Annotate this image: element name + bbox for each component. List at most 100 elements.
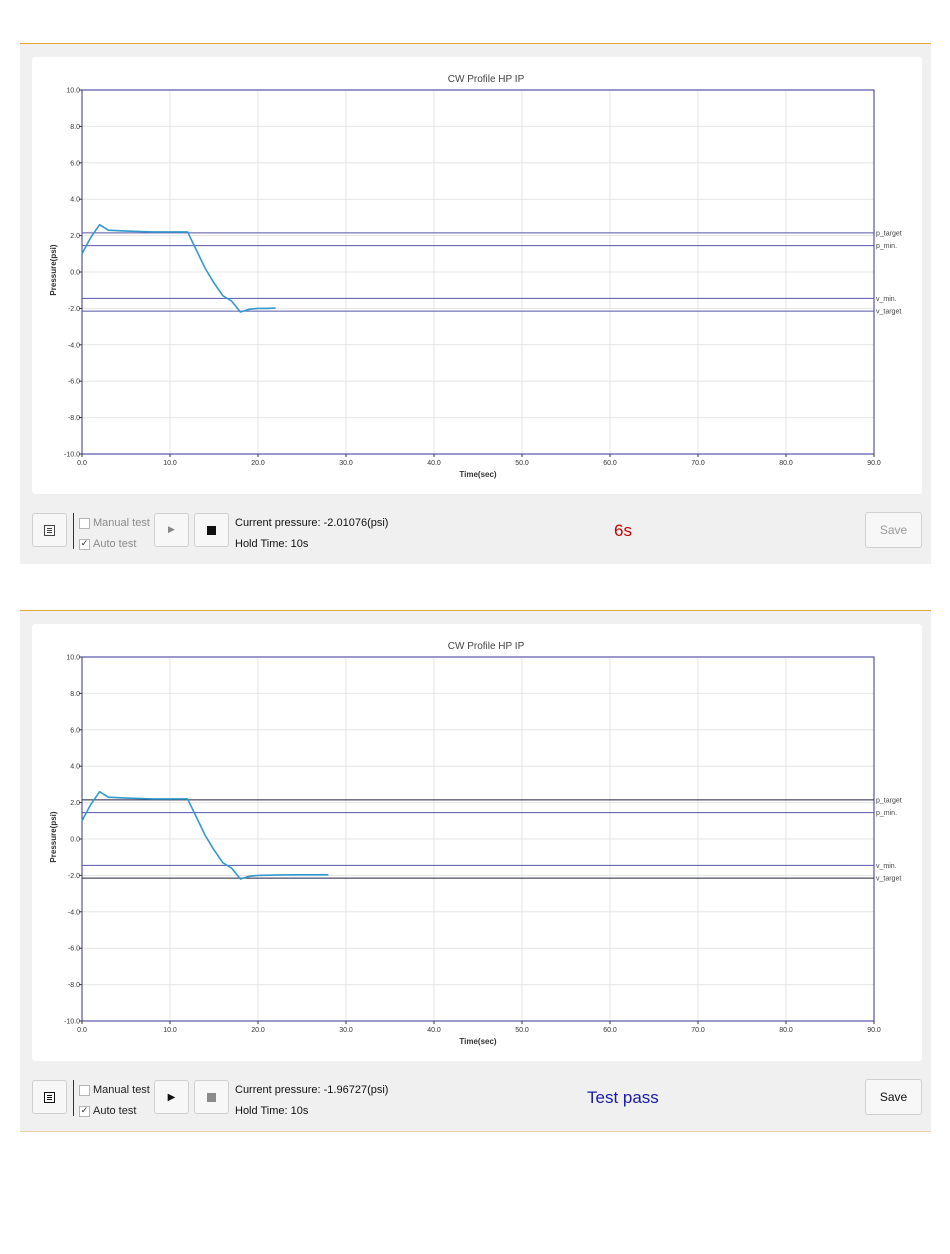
auto-test-option[interactable]: ✓ Auto test (79, 1105, 136, 1117)
auto-test-label: Auto test (93, 1105, 137, 1117)
y-tick-label: 8.0 (70, 124, 80, 131)
pressure-chart: 0.0 10.0 20.0 30.0 40.0 50.0 60.0 70.0 80.0 90.0 1… (49, 74, 902, 479)
x-tick-label: 80.0 (779, 1027, 793, 1034)
hold-time-text: Hold Time: 10s (235, 1105, 309, 1117)
hold-time-text: Hold Time: 10s (235, 538, 309, 550)
x-tick-label: 0.0 (77, 460, 87, 467)
x-tick-label: 30.0 (339, 460, 353, 467)
x-tick-label: 20.0 (251, 1027, 265, 1034)
save-button[interactable]: Save (865, 512, 922, 548)
chart-title: CW Profile HP IP (448, 74, 525, 85)
test-toolbar: Manual test ✓ Auto test ▶ Current pressu… (32, 1077, 922, 1123)
result-message: Test pass (587, 1088, 659, 1107)
y-tick-label: -2.0 (68, 306, 80, 313)
y-tick-label: -6.0 (68, 379, 80, 386)
x-tick-label: 50.0 (515, 460, 529, 467)
toolbar-divider (73, 513, 74, 549)
auto-test-option[interactable]: ✓ Auto test (79, 538, 136, 550)
x-tick-label: 70.0 (691, 1027, 705, 1034)
toolbar-divider (73, 1080, 74, 1116)
manual-test-option[interactable]: Manual test (79, 1084, 150, 1096)
reference-line-label: p_min. (876, 243, 897, 250)
x-tick-label: 90.0 (867, 460, 881, 467)
y-tick-label: -4.0 (68, 909, 80, 916)
y-tick-label: -6.0 (68, 946, 80, 953)
list-icon (44, 524, 55, 536)
reference-line-label: p_target (876, 230, 902, 237)
x-tick-label: 20.0 (251, 460, 265, 467)
list-icon (44, 1091, 55, 1103)
manual-test-checkbox[interactable] (79, 517, 90, 529)
auto-test-checkbox[interactable]: ✓ (79, 1105, 90, 1117)
y-tick-label: 8.0 (70, 691, 80, 698)
x-tick-label: 40.0 (427, 460, 441, 467)
y-tick-label: 2.0 (70, 233, 80, 240)
stop-button[interactable] (194, 1080, 229, 1114)
play-button[interactable]: ▶ (154, 513, 189, 547)
reference-line-label: v_min. (876, 296, 897, 303)
list-button[interactable] (32, 1080, 67, 1114)
x-axis-title: Time(sec) (459, 1037, 497, 1046)
y-tick-label: 10.0 (66, 88, 80, 95)
y-tick-label: -2.0 (68, 873, 80, 880)
list-button[interactable] (32, 513, 67, 547)
chart-title: CW Profile HP IP (448, 641, 525, 652)
reference-line-label: p_target (876, 797, 902, 804)
manual-test-checkbox[interactable] (79, 1084, 90, 1096)
y-tick-label: 2.0 (70, 800, 80, 807)
current-pressure-text: Current pressure: -2.01076(psi) (235, 517, 389, 529)
pressure-chart-card: 0.0 10.0 20.0 30.0 40.0 50.0 60.0 70.0 80.0 90.0 1… (32, 57, 922, 494)
auto-test-checkbox[interactable]: ✓ (79, 538, 90, 550)
stop-icon (207, 1092, 216, 1102)
x-tick-label: 40.0 (427, 1027, 441, 1034)
test-panel-2: 0.0 10.0 20.0 30.0 40.0 50.0 60.0 70.0 80.0 90.0 1… (20, 610, 931, 1132)
current-pressure-text: Current pressure: -1.96727(psi) (235, 1084, 389, 1096)
y-tick-label: 4.0 (70, 197, 80, 204)
play-button[interactable]: ▶ (154, 1080, 189, 1114)
y-axis-title: Pressure(psi) (49, 811, 58, 862)
y-tick-label: 0.0 (70, 837, 80, 844)
x-axis-title: Time(sec) (459, 470, 497, 479)
x-tick-label: 50.0 (515, 1027, 529, 1034)
stop-icon (207, 525, 216, 535)
x-tick-label: 60.0 (603, 1027, 617, 1034)
play-icon: ▶ (168, 525, 175, 535)
y-tick-label: 10.0 (66, 655, 80, 662)
auto-test-label: Auto test (93, 538, 137, 550)
reference-line-label: v_target (876, 309, 901, 316)
x-tick-label: 70.0 (691, 460, 705, 467)
x-tick-label: 90.0 (867, 1027, 881, 1034)
x-tick-label: 60.0 (603, 460, 617, 467)
y-tick-label: 4.0 (70, 764, 80, 771)
manual-test-label: Manual test (93, 1084, 150, 1096)
play-icon: ▶ (167, 1091, 176, 1103)
pressure-series-line (81, 223, 276, 313)
y-tick-label: -8.0 (68, 982, 80, 989)
y-tick-label: -10.0 (64, 452, 80, 459)
pressure-chart-card: 0.0 10.0 20.0 30.0 40.0 50.0 60.0 70.0 80.0 90.0 1… (32, 624, 922, 1061)
y-tick-label: 0.0 (70, 270, 80, 277)
test-panel-1: 0.0 10.0 20.0 30.0 40.0 50.0 60.0 70.0 80.0 90.0 1… (20, 43, 931, 564)
reference-line-label: v_target (876, 876, 901, 883)
x-tick-label: 80.0 (779, 460, 793, 467)
y-axis-title: Pressure(psi) (49, 244, 58, 295)
y-tick-label: 6.0 (70, 727, 80, 734)
y-tick-label: -4.0 (68, 342, 80, 349)
y-tick-label: -10.0 (64, 1019, 80, 1026)
x-tick-label: 0.0 (77, 1027, 87, 1034)
reference-line-label: v_min. (876, 863, 897, 870)
manual-test-label: Manual test (93, 517, 150, 529)
pressure-chart: 0.0 10.0 20.0 30.0 40.0 50.0 60.0 70.0 80.0 90.0 1… (49, 641, 902, 1046)
y-tick-label: -8.0 (68, 415, 80, 422)
test-toolbar: Manual test ✓ Auto test ▶ Current pressu… (32, 510, 922, 556)
manual-test-option[interactable]: Manual test (79, 517, 150, 529)
x-tick-label: 30.0 (339, 1027, 353, 1034)
result-message: 6s (614, 521, 632, 540)
y-tick-label: 6.0 (70, 160, 80, 167)
save-button[interactable]: Save (865, 1079, 922, 1115)
x-tick-label: 10.0 (163, 460, 177, 467)
x-tick-label: 10.0 (163, 1027, 177, 1034)
reference-line-label: p_min. (876, 810, 897, 817)
pressure-series-line (81, 790, 329, 880)
stop-button[interactable] (194, 513, 229, 547)
